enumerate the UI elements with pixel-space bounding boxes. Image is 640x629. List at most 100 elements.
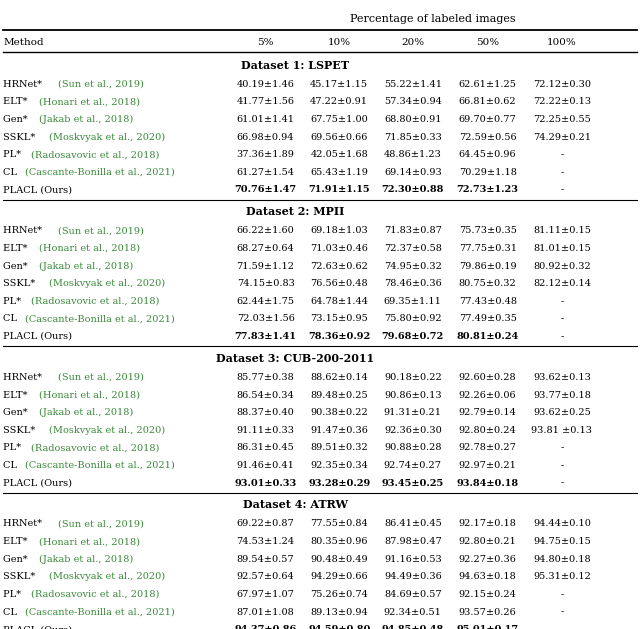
Text: 20%: 20% (401, 38, 424, 47)
Text: HRNet*: HRNet* (3, 373, 45, 382)
Text: Gen*: Gen* (3, 262, 31, 270)
Text: 57.34±0.94: 57.34±0.94 (384, 97, 442, 106)
Text: (Cascante-Bonilla et al., 2021): (Cascante-Bonilla et al., 2021) (26, 461, 175, 470)
Text: PL*: PL* (3, 590, 24, 599)
Text: 90.38±0.22: 90.38±0.22 (310, 408, 368, 417)
Text: (Sun et al., 2019): (Sun et al., 2019) (58, 373, 143, 382)
Text: CL: CL (3, 608, 20, 616)
Text: 81.01±0.15: 81.01±0.15 (533, 244, 591, 253)
Text: 92.26±0.06: 92.26±0.06 (459, 391, 516, 399)
Text: 65.43±1.19: 65.43±1.19 (310, 168, 368, 177)
Text: 74.95±0.32: 74.95±0.32 (384, 262, 442, 270)
Text: 77.75±0.31: 77.75±0.31 (459, 244, 516, 253)
Text: 91.16±0.53: 91.16±0.53 (384, 555, 442, 564)
Text: CL: CL (3, 314, 20, 323)
Text: 90.48±0.49: 90.48±0.49 (310, 555, 368, 564)
Text: 94.80±0.18: 94.80±0.18 (533, 555, 591, 564)
Text: 77.43±0.48: 77.43±0.48 (459, 297, 516, 306)
Text: 45.17±1.15: 45.17±1.15 (310, 80, 368, 89)
Text: Dataset 3: CUB-200-2011: Dataset 3: CUB-200-2011 (216, 353, 374, 364)
Text: -: - (560, 297, 564, 306)
Text: 93.45±0.25: 93.45±0.25 (381, 479, 444, 487)
Text: 68.80±0.91: 68.80±0.91 (384, 115, 442, 124)
Text: 67.75±1.00: 67.75±1.00 (310, 115, 368, 124)
Text: Percentage of labeled images: Percentage of labeled images (350, 14, 516, 25)
Text: 72.73±1.23: 72.73±1.23 (457, 186, 518, 194)
Text: -: - (560, 625, 564, 629)
Text: 82.12±0.14: 82.12±0.14 (533, 279, 591, 288)
Text: -: - (560, 461, 564, 470)
Text: 41.77±1.56: 41.77±1.56 (237, 97, 294, 106)
Text: 87.01±1.08: 87.01±1.08 (237, 608, 294, 616)
Text: 62.44±1.75: 62.44±1.75 (237, 297, 294, 306)
Text: 93.81 ±0.13: 93.81 ±0.13 (531, 426, 593, 435)
Text: 90.88±0.28: 90.88±0.28 (384, 443, 442, 452)
Text: -: - (560, 168, 564, 177)
Text: 61.27±1.54: 61.27±1.54 (237, 168, 294, 177)
Text: 69.22±0.87: 69.22±0.87 (237, 520, 294, 528)
Text: (Sun et al., 2019): (Sun et al., 2019) (58, 520, 143, 528)
Text: (Moskvyak et al., 2020): (Moskvyak et al., 2020) (49, 426, 165, 435)
Text: 90.86±0.13: 90.86±0.13 (384, 391, 442, 399)
Text: PLACL (Ours): PLACL (Ours) (3, 186, 72, 194)
Text: 93.84±0.18: 93.84±0.18 (456, 479, 519, 487)
Text: -: - (560, 332, 564, 341)
Text: (Honari et al., 2018): (Honari et al., 2018) (39, 537, 140, 546)
Text: 87.98±0.47: 87.98±0.47 (384, 537, 442, 546)
Text: PL*: PL* (3, 150, 24, 159)
Text: 89.48±0.25: 89.48±0.25 (310, 391, 368, 399)
Text: (Cascante-Bonilla et al., 2021): (Cascante-Bonilla et al., 2021) (26, 608, 175, 616)
Text: 37.36±1.89: 37.36±1.89 (237, 150, 294, 159)
Text: 69.70±0.77: 69.70±0.77 (459, 115, 516, 124)
Text: (Jakab et al., 2018): (Jakab et al., 2018) (39, 555, 133, 564)
Text: 71.91±1.15: 71.91±1.15 (308, 186, 370, 194)
Text: Dataset 1: LSPET: Dataset 1: LSPET (241, 60, 349, 70)
Text: 92.17±0.18: 92.17±0.18 (459, 520, 516, 528)
Text: 77.49±0.35: 77.49±0.35 (459, 314, 516, 323)
Text: 89.54±0.57: 89.54±0.57 (237, 555, 294, 564)
Text: 95.01±0.17: 95.01±0.17 (456, 625, 519, 629)
Text: Gen*: Gen* (3, 555, 31, 564)
Text: (Moskvyak et al., 2020): (Moskvyak et al., 2020) (49, 133, 165, 142)
Text: 80.35±0.96: 80.35±0.96 (310, 537, 368, 546)
Text: 61.01±1.41: 61.01±1.41 (237, 115, 294, 124)
Text: PL*: PL* (3, 297, 24, 306)
Text: 93.62±0.13: 93.62±0.13 (533, 373, 591, 382)
Text: 64.78±1.44: 64.78±1.44 (310, 297, 368, 306)
Text: 74.29±0.21: 74.29±0.21 (533, 133, 591, 142)
Text: HRNet*: HRNet* (3, 80, 45, 89)
Text: 85.77±0.38: 85.77±0.38 (237, 373, 294, 382)
Text: 72.59±0.56: 72.59±0.56 (459, 133, 516, 142)
Text: -: - (560, 590, 564, 599)
Text: (Jakab et al., 2018): (Jakab et al., 2018) (39, 408, 133, 417)
Text: PLACL (Ours): PLACL (Ours) (3, 332, 72, 341)
Text: 91.31±0.21: 91.31±0.21 (384, 408, 442, 417)
Text: CL: CL (3, 168, 20, 177)
Text: (Radosavovic et al., 2018): (Radosavovic et al., 2018) (31, 297, 159, 306)
Text: ELT*: ELT* (3, 97, 31, 106)
Text: 93.28±0.29: 93.28±0.29 (308, 479, 371, 487)
Text: 93.57±0.26: 93.57±0.26 (459, 608, 516, 616)
Text: 77.55±0.84: 77.55±0.84 (310, 520, 368, 528)
Text: 48.86±1.23: 48.86±1.23 (384, 150, 442, 159)
Text: SSKL*: SSKL* (3, 279, 38, 288)
Text: 92.78±0.27: 92.78±0.27 (459, 443, 516, 452)
Text: 67.97±1.07: 67.97±1.07 (237, 590, 294, 599)
Text: 88.62±0.14: 88.62±0.14 (310, 373, 368, 382)
Text: 91.11±0.33: 91.11±0.33 (237, 426, 294, 435)
Text: 74.53±1.24: 74.53±1.24 (237, 537, 294, 546)
Text: 86.54±0.34: 86.54±0.34 (237, 391, 294, 399)
Text: Method: Method (3, 38, 44, 47)
Text: 95.31±0.12: 95.31±0.12 (533, 572, 591, 581)
Text: 84.69±0.57: 84.69±0.57 (384, 590, 442, 599)
Text: 100%: 100% (547, 38, 577, 47)
Text: 72.63±0.62: 72.63±0.62 (310, 262, 368, 270)
Text: (Cascante-Bonilla et al., 2021): (Cascante-Bonilla et al., 2021) (26, 168, 175, 177)
Text: 76.56±0.48: 76.56±0.48 (310, 279, 368, 288)
Text: 94.37±0.86: 94.37±0.86 (234, 625, 297, 629)
Text: 78.46±0.36: 78.46±0.36 (384, 279, 442, 288)
Text: 93.77±0.18: 93.77±0.18 (533, 391, 591, 399)
Text: 89.13±0.94: 89.13±0.94 (310, 608, 368, 616)
Text: 10%: 10% (328, 38, 351, 47)
Text: 94.85±0.48: 94.85±0.48 (381, 625, 444, 629)
